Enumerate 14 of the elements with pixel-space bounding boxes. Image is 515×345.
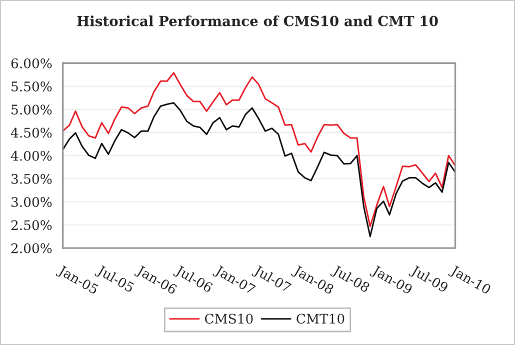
y-tick-label: 3.50% <box>12 174 52 184</box>
y-tick-label: 3.00% <box>12 197 52 208</box>
y-tick-label: 2.50% <box>11 220 52 230</box>
y-tick-label: 4.00% <box>10 150 52 161</box>
chart-title: Historical Performance of CMS10 and CMT 10 <box>77 16 438 26</box>
y-tick-label: 6.00% <box>11 58 52 68</box>
line-series <box>62 102 456 238</box>
y-tick-label: 5.50% <box>12 81 52 92</box>
line-series <box>62 72 456 228</box>
legend-label: CMS10 <box>204 314 253 324</box>
legend-label: CMT10 <box>296 314 344 324</box>
y-tick-label: 5.00% <box>12 104 52 115</box>
y-tick-label: 2.00% <box>11 243 52 254</box>
y-tick-label: 4.50% <box>10 128 52 138</box>
